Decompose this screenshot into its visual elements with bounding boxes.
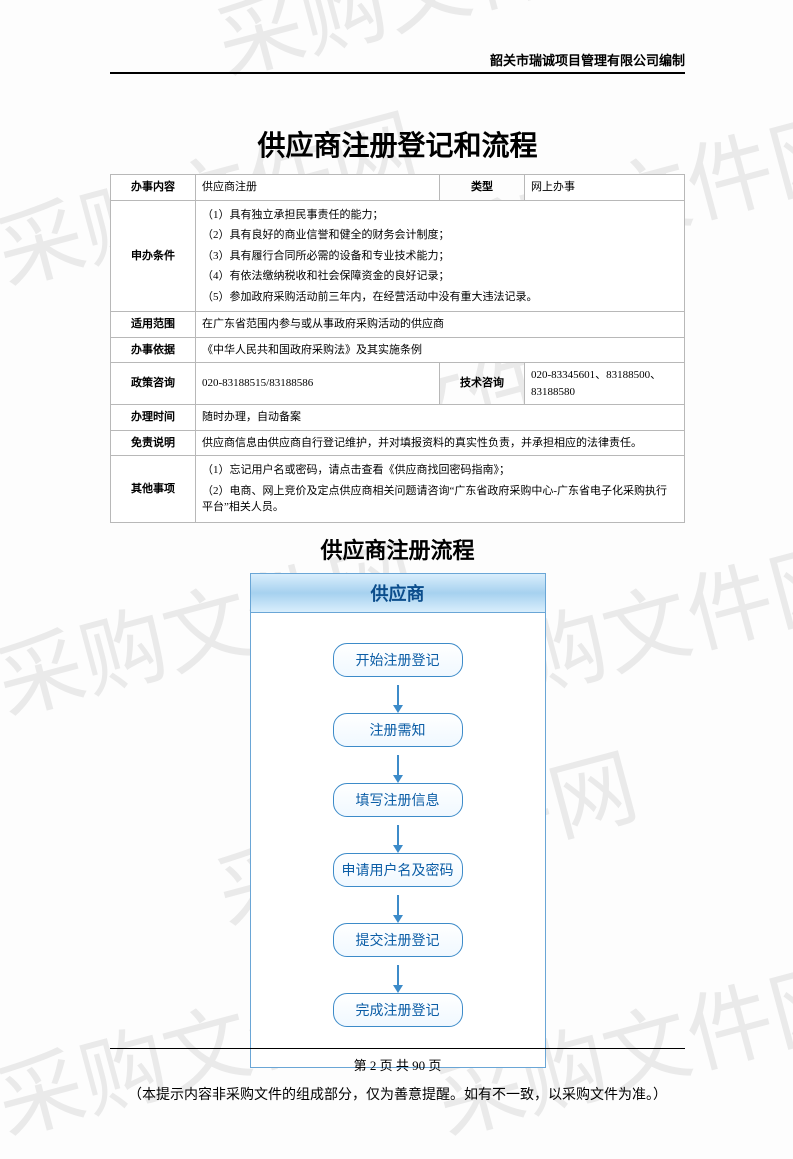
cell-value: 在广东省范围内参与或从事政府采购活动的供应商	[196, 312, 685, 338]
page-footer: 第 2 页 共 90 页	[110, 1048, 685, 1074]
cell-value: 供应商信息由供应商自行登记维护，并对填报资料的真实性负责，并承担相应的法律责任。	[196, 430, 685, 456]
flow-header: 供应商	[251, 574, 545, 613]
cell-value: 供应商注册	[196, 175, 440, 201]
other-line: （2）电商、网上竞价及定点供应商相关问题请咨询“广东省政府采购中心-广东省电子化…	[202, 481, 678, 518]
header-rule	[110, 72, 685, 74]
flow-title: 供应商注册流程	[110, 533, 685, 565]
cell-label: 技术咨询	[440, 363, 525, 405]
info-table: 办事内容 供应商注册 类型 网上办事 申办条件 （1）具有独立承担民事责任的能力…	[110, 174, 685, 523]
table-row: 免责说明 供应商信息由供应商自行登记维护，并对填报资料的真实性负责，并承担相应的…	[111, 430, 685, 456]
page-number: 第 2 页 共 90 页	[110, 1048, 685, 1074]
condition-line: （4）有依法缴纳税收和社会保障资金的良好记录；	[202, 266, 678, 287]
condition-line: （1）具有独立承担民事责任的能力；	[202, 205, 678, 226]
cell-label: 办事依据	[111, 337, 196, 363]
page-title: 供应商注册登记和流程	[110, 124, 685, 164]
other-line: （1）忘记用户名或密码，请点击查看《供应商找回密码指南》；	[202, 460, 678, 481]
table-row: 办事内容 供应商注册 类型 网上办事	[111, 175, 685, 201]
table-row: 办事依据 《中华人民共和国政府采购法》及其实施条例	[111, 337, 685, 363]
table-row: 其他事项 （1）忘记用户名或密码，请点击查看《供应商找回密码指南》； （2）电商…	[111, 456, 685, 523]
disclaimer-note: （本提示内容非采购文件的组成部分，仅为善意提醒。如有不一致，以采购文件为准。）	[110, 1084, 685, 1104]
flow-body: 开始注册登记 注册需知 填写注册信息 申请用户名及密码 提交注册登记 完成注册登…	[251, 613, 545, 1067]
cell-value: 020-83345601、83188500、83188580	[525, 363, 685, 405]
cell-value: 网上办事	[525, 175, 685, 201]
flow-node-start: 开始注册登记	[333, 643, 463, 677]
table-row: 申办条件 （1）具有独立承担民事责任的能力； （2）具有良好的商业信誉和健全的财…	[111, 200, 685, 312]
cell-label: 政策咨询	[111, 363, 196, 405]
table-row: 政策咨询 020-83188515/83188586 技术咨询 020-8334…	[111, 363, 685, 405]
condition-line: （3）具有履行合同所必需的设备和专业技术能力；	[202, 246, 678, 267]
cell-value: 020-83188515/83188586	[196, 363, 440, 405]
cell-label: 其他事项	[111, 456, 196, 523]
flow-node: 填写注册信息	[333, 783, 463, 817]
page-content: 韶关市瑞诚项目管理有限公司编制 供应商注册登记和流程 办事内容 供应商注册 类型…	[110, 50, 685, 1104]
flow-node: 申请用户名及密码	[333, 853, 463, 887]
cell-label: 办理时间	[111, 405, 196, 431]
flow-node: 注册需知	[333, 713, 463, 747]
flow-node: 提交注册登记	[333, 923, 463, 957]
cell-value: 随时办理，自动备案	[196, 405, 685, 431]
cell-label: 类型	[440, 175, 525, 201]
table-row: 适用范围 在广东省范围内参与或从事政府采购活动的供应商	[111, 312, 685, 338]
cell-label: 适用范围	[111, 312, 196, 338]
header-org: 韶关市瑞诚项目管理有限公司编制	[110, 50, 685, 72]
flowchart: 供应商 开始注册登记 注册需知 填写注册信息 申请用户名及密码 提交注册登记 完…	[250, 573, 546, 1068]
flow-node-end: 完成注册登记	[333, 993, 463, 1027]
condition-line: （5）参加政府采购活动前三年内，在经营活动中没有重大违法记录。	[202, 287, 678, 308]
cell-label: 申办条件	[111, 200, 196, 312]
cell-value: （1）忘记用户名或密码，请点击查看《供应商找回密码指南》； （2）电商、网上竞价…	[196, 456, 685, 523]
cell-label: 免责说明	[111, 430, 196, 456]
condition-line: （2）具有良好的商业信誉和健全的财务会计制度；	[202, 225, 678, 246]
cell-value: 《中华人民共和国政府采购法》及其实施条例	[196, 337, 685, 363]
cell-value: （1）具有独立承担民事责任的能力； （2）具有良好的商业信誉和健全的财务会计制度…	[196, 200, 685, 312]
cell-label: 办事内容	[111, 175, 196, 201]
table-row: 办理时间 随时办理，自动备案	[111, 405, 685, 431]
